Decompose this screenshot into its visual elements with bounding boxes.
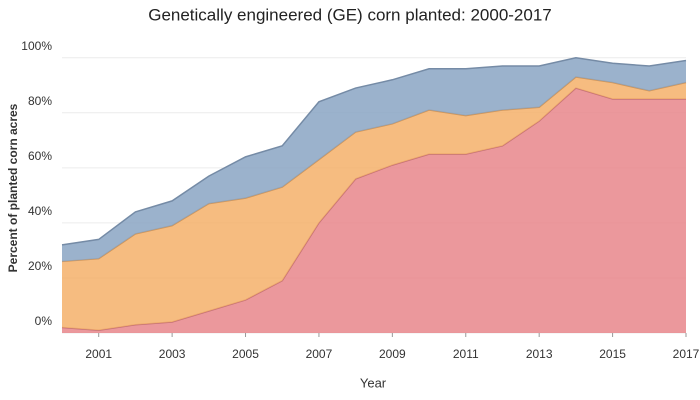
chart-title: Genetically engineered (GE) corn planted… bbox=[148, 5, 552, 24]
x-tick-label: 2001 bbox=[85, 347, 112, 361]
y-tick-label: 100% bbox=[21, 39, 52, 53]
y-axis-label: Percent of planted corn acres bbox=[6, 103, 20, 272]
y-tick-label: 80% bbox=[28, 94, 52, 108]
area bbox=[62, 88, 686, 334]
area-edge bbox=[61, 56, 687, 246]
y-tick-label: 0% bbox=[35, 314, 53, 328]
x-tick-label: 2009 bbox=[379, 347, 406, 361]
x-tick-label: 2015 bbox=[599, 347, 626, 361]
x-tick-label: 2013 bbox=[526, 347, 553, 361]
y-tick-label: 60% bbox=[28, 149, 52, 163]
area bbox=[62, 77, 686, 331]
y-tick-label: 20% bbox=[28, 259, 52, 273]
area bbox=[62, 57, 686, 262]
x-tick-label: 2005 bbox=[232, 347, 259, 361]
x-tick-label: 2011 bbox=[453, 347, 479, 361]
x-tick-label: 2007 bbox=[306, 347, 333, 361]
y-tick-label: 40% bbox=[28, 204, 52, 218]
x-tick-label: 2017 bbox=[673, 347, 700, 361]
x-axis-label: Year bbox=[360, 375, 387, 390]
x-tick-label: 2003 bbox=[159, 347, 186, 361]
